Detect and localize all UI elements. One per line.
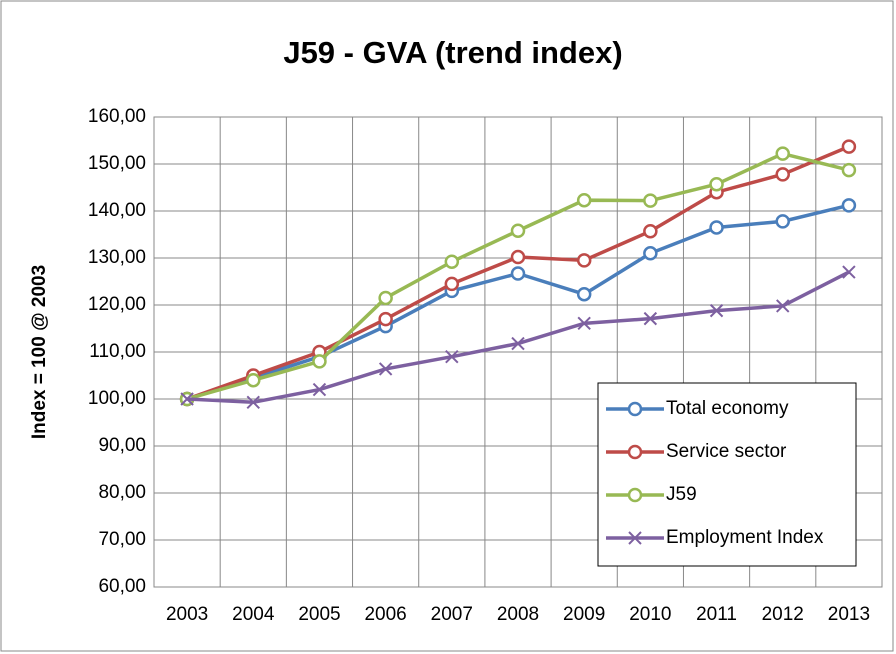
marker [180, 392, 194, 406]
marker [643, 246, 658, 261]
marker [510, 223, 526, 238]
x-tick-label: 2008 [497, 604, 539, 625]
marker [378, 362, 393, 376]
marker [627, 487, 643, 503]
marker [643, 223, 658, 239]
marker [378, 290, 393, 306]
y-tick-label: 90,00 [98, 435, 146, 456]
marker [709, 220, 724, 235]
x-tick-label: 2011 [696, 604, 737, 625]
y-tick-label: 100,00 [88, 388, 146, 409]
marker [643, 311, 658, 326]
marker [378, 311, 393, 327]
marker [510, 266, 526, 281]
marker [576, 286, 592, 302]
marker [577, 316, 591, 331]
y-tick-label: 80,00 [98, 482, 146, 503]
legend-label: J59 [666, 484, 697, 505]
y-tick-label: 160,00 [88, 106, 146, 127]
chart-title: J59 - GVA (trend index) [283, 35, 622, 70]
x-tick-label: 2004 [232, 604, 275, 625]
y-tick-label: 120,00 [88, 294, 146, 315]
marker [312, 354, 327, 369]
marker [643, 193, 658, 208]
x-tick-label: 2013 [828, 604, 870, 625]
marker [841, 139, 857, 154]
x-tick-label: 2012 [762, 604, 804, 625]
legend-label: Total economy [666, 398, 789, 419]
y-tick-label: 130,00 [88, 247, 146, 268]
marker [842, 265, 856, 279]
marker [445, 349, 459, 364]
y-axis-label: Index = 100 @ 2003 [29, 265, 50, 439]
x-tick-label: 2009 [563, 604, 605, 625]
marker [709, 176, 724, 192]
marker [510, 249, 526, 265]
y-tick-label: 60,00 [98, 576, 146, 597]
marker [841, 162, 857, 178]
marker [775, 167, 790, 182]
y-tick-label: 110,00 [89, 341, 146, 362]
x-tick-label: 2010 [629, 604, 671, 625]
marker [246, 395, 260, 409]
legend-label: Service sector [666, 441, 787, 462]
marker [576, 253, 592, 268]
marker [246, 372, 261, 388]
marker [444, 254, 460, 270]
marker [628, 531, 642, 545]
x-tick-label: 2005 [298, 604, 340, 625]
legend-box [597, 382, 857, 567]
y-tick-label: 70,00 [98, 529, 146, 550]
y-tick-label: 150,00 [88, 153, 146, 174]
marker [576, 192, 592, 208]
marker [709, 303, 724, 318]
marker [841, 198, 857, 213]
x-tick-label: 2003 [166, 604, 208, 625]
marker [775, 214, 790, 229]
marker [775, 146, 790, 161]
x-tick-label: 2006 [364, 604, 406, 625]
marker [312, 382, 327, 397]
marker [776, 299, 790, 313]
marker [627, 401, 643, 417]
x-tick-label: 2007 [431, 604, 473, 625]
marker [444, 276, 460, 292]
legend-label: Employment Index [666, 527, 824, 548]
marker [627, 444, 643, 460]
marker [511, 336, 525, 351]
y-tick-label: 140,00 [88, 200, 146, 221]
